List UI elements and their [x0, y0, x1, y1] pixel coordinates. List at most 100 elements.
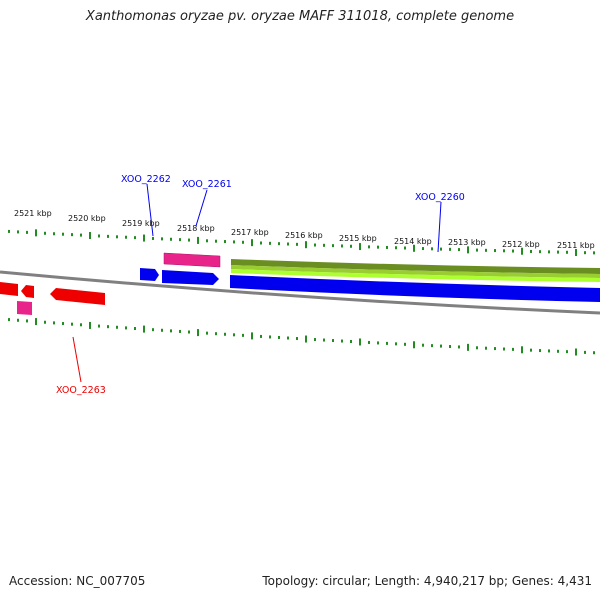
genome-summary-text: Topology: circular; Length: 4,940,217 bp… [262, 574, 592, 588]
major-tick [413, 341, 415, 349]
major-tick [413, 244, 415, 252]
minor-tick [314, 338, 316, 342]
cds-xoo-2261[interactable] [162, 270, 219, 285]
minor-tick [170, 329, 172, 333]
minor-tick [485, 248, 487, 252]
minor-tick [161, 328, 163, 332]
minor-tick [98, 324, 100, 328]
minor-tick [458, 345, 460, 349]
leader-xoo-2260 [437, 201, 442, 253]
major-tick [251, 239, 253, 247]
gc-band-dark [231, 259, 600, 274]
minor-tick [431, 247, 433, 251]
cds-xoo-2260[interactable] [230, 275, 600, 302]
minor-tick [8, 229, 10, 233]
cds-reverse-b[interactable] [21, 285, 34, 298]
cds-xoo-2262[interactable] [140, 268, 159, 281]
minor-tick [116, 325, 118, 329]
minor-tick [539, 250, 541, 254]
minor-tick [260, 334, 262, 338]
minor-tick [566, 350, 568, 354]
major-tick [359, 243, 361, 251]
minor-tick [557, 250, 559, 254]
minor-tick [431, 344, 433, 348]
minor-tick [341, 339, 343, 343]
major-tick [35, 318, 37, 326]
minor-tick [476, 346, 478, 350]
minor-tick [224, 240, 226, 244]
minor-tick [179, 329, 181, 333]
minor-tick [404, 342, 406, 346]
major-tick [89, 321, 91, 329]
minor-tick [440, 344, 442, 348]
minor-tick [62, 232, 64, 236]
rna-feature-small[interactable] [17, 301, 32, 315]
minor-tick [476, 248, 478, 252]
genome-title: Xanthomonas oryzae pv. oryzae MAFF 31101… [85, 9, 515, 24]
minor-tick [503, 249, 505, 253]
minor-tick [278, 242, 280, 246]
minor-tick [8, 318, 10, 322]
minor-tick [134, 327, 136, 331]
minor-tick [224, 332, 226, 336]
minor-tick [152, 328, 154, 332]
minor-tick [593, 251, 595, 255]
minor-tick [512, 347, 514, 351]
kbp-label: 2515 kbp [339, 234, 377, 243]
minor-tick [44, 231, 46, 235]
minor-tick [530, 348, 532, 352]
gene-label-xoo-2262[interactable]: XOO_2262 [121, 174, 171, 185]
minor-tick [377, 341, 379, 345]
leader-xoo-2262 [146, 183, 154, 237]
minor-tick [557, 349, 559, 353]
leader-xoo-2261 [195, 189, 208, 227]
kbp-scale-labels: 2521 kbp 2520 kbp 2519 kbp 2518 kbp 2517… [14, 209, 595, 250]
kbp-label: 2520 kbp [68, 214, 106, 223]
gene-label-xoo-2261[interactable]: XOO_2261 [182, 179, 232, 190]
minor-tick [368, 340, 370, 344]
minor-tick [206, 331, 208, 335]
minor-tick [71, 233, 73, 237]
minor-tick [377, 245, 379, 249]
rna-feature-xoo-2261[interactable] [163, 252, 221, 268]
kbp-label: 2517 kbp [231, 228, 269, 237]
gc-content-bands [231, 259, 600, 282]
minor-tick [26, 230, 28, 234]
kbp-label: 2521 kbp [14, 209, 52, 218]
major-tick [251, 332, 253, 340]
minor-tick [278, 335, 280, 339]
major-tick [359, 338, 361, 346]
minor-tick [161, 237, 163, 241]
cds-xoo-2263[interactable] [50, 288, 105, 305]
minor-tick [233, 240, 235, 244]
major-tick [143, 234, 145, 242]
kbp-label: 2511 kbp [557, 241, 595, 250]
minor-tick [269, 241, 271, 245]
minor-tick [449, 345, 451, 349]
major-tick [197, 329, 199, 337]
minor-tick [71, 322, 73, 326]
minor-tick [107, 325, 109, 329]
kbp-label: 2518 kbp [177, 224, 215, 233]
gc-band-mid [231, 265, 600, 278]
minor-tick [512, 249, 514, 253]
minor-tick [242, 333, 244, 337]
major-tick [521, 346, 523, 354]
minor-tick [296, 337, 298, 341]
minor-tick [458, 248, 460, 252]
minor-tick [80, 233, 82, 237]
cds-reverse-a[interactable] [0, 282, 18, 296]
minor-tick [341, 244, 343, 248]
minor-tick [125, 235, 127, 239]
minor-tick [215, 239, 217, 243]
gene-label-xoo-2263[interactable]: XOO_2263 [56, 385, 106, 396]
minor-tick [296, 242, 298, 246]
gene-label-xoo-2260[interactable]: XOO_2260 [415, 192, 465, 203]
kbp-label: 2519 kbp [122, 219, 160, 228]
minor-tick [584, 350, 586, 354]
minor-tick [566, 250, 568, 254]
kbp-label: 2516 kbp [285, 231, 323, 240]
minor-tick [152, 236, 154, 240]
